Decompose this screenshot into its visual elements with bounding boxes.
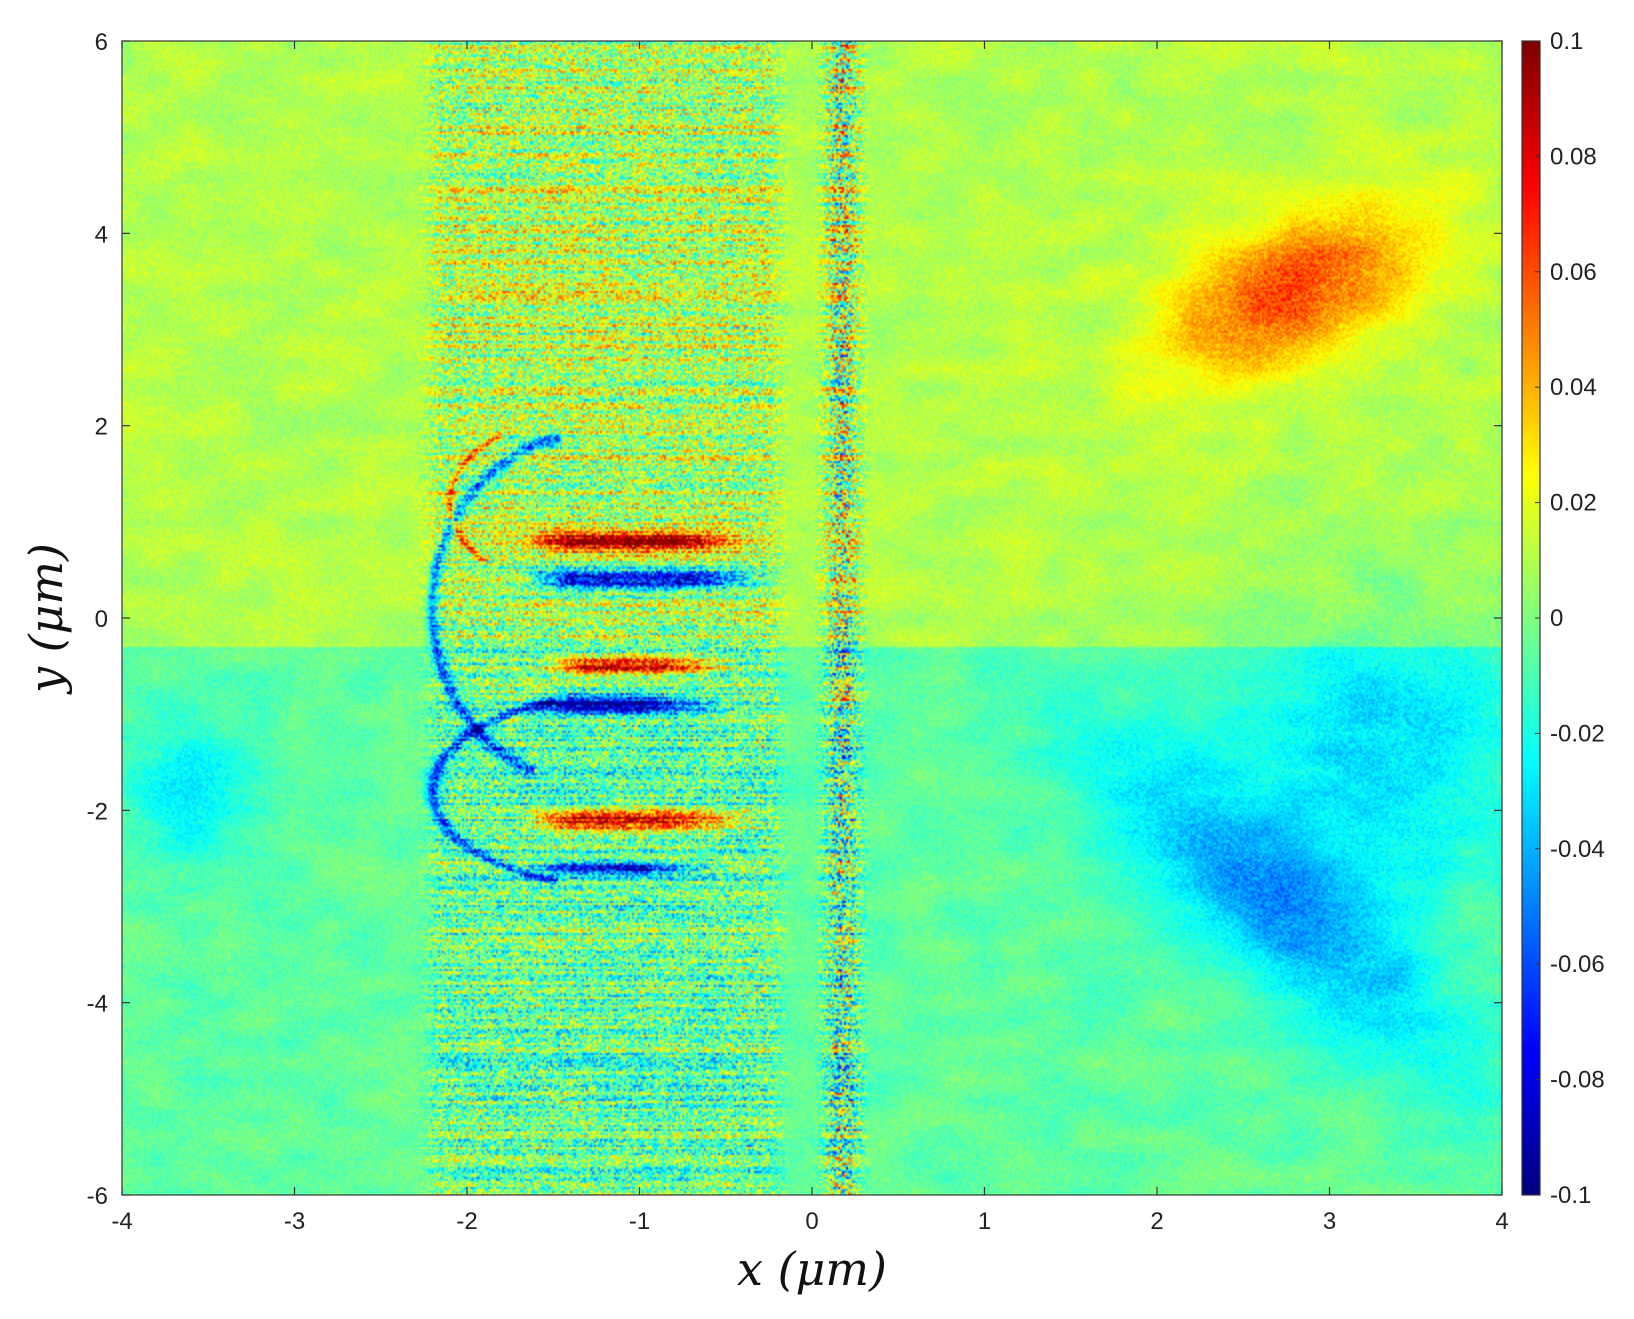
x-tick-label: -3 [284,1208,305,1235]
colorbar-tick-label: 0.1 [1550,28,1583,55]
y-tick-label: -2 [87,798,108,825]
x-tick-label: 1 [978,1208,991,1235]
y-tick-label: 2 [95,414,108,441]
y-axis: 6 4 2 0 -2 -4 -6 [87,29,1502,1210]
y-tick-label: 4 [95,221,108,248]
y-tick-label: 6 [95,29,108,56]
x-tick-label: -1 [629,1208,650,1235]
colorbar-ticks: 0.1 0.08 0.06 0.04 0.02 0 -0.02 -0.04 -0.06 -0.08… [1535,28,1605,1209]
x-tick-label: 3 [1323,1208,1336,1235]
colorbar-tick-label: -0.1 [1550,1182,1591,1209]
colorbar-tick-label: -0.02 [1550,720,1605,747]
colorbar-tick-label: -0.08 [1550,1067,1605,1094]
colorbar: 0.1 0.08 0.06 0.04 0.02 0 -0.02 -0.04 -0.06 -0.08… [1521,28,1605,1209]
x-axis: -4 -3 -2 -1 0 1 2 3 4 [111,41,1509,1235]
x-tick-label: 2 [1150,1208,1163,1235]
x-tick-label: -2 [456,1208,477,1235]
y-tick-label: -6 [87,1183,108,1210]
y-tick-label: 0 [95,606,108,633]
colorbar-tick-label: 0 [1550,605,1563,632]
heatmap-image [122,41,1502,1195]
colorbar-tick-label: -0.06 [1550,951,1605,978]
colorbar-tick-label: 0.04 [1550,374,1597,401]
colorbar-tick-label: 0.02 [1550,490,1597,517]
colorbar-tick-label: 0.06 [1550,259,1597,286]
colorbar-tick-label: -0.04 [1550,836,1605,863]
colorbar-gradient [1522,41,1540,1195]
x-axis-label: x (μm) [737,1242,887,1296]
y-tick-label: -4 [87,991,108,1018]
colorbar-tick-label: 0.08 [1550,143,1597,170]
plot-area [121,40,1503,1196]
y-axis-label: y (μm) [19,543,73,695]
x-tick-label: 4 [1495,1208,1508,1235]
x-tick-label: 0 [805,1208,818,1235]
x-tick-label: -4 [111,1208,132,1235]
